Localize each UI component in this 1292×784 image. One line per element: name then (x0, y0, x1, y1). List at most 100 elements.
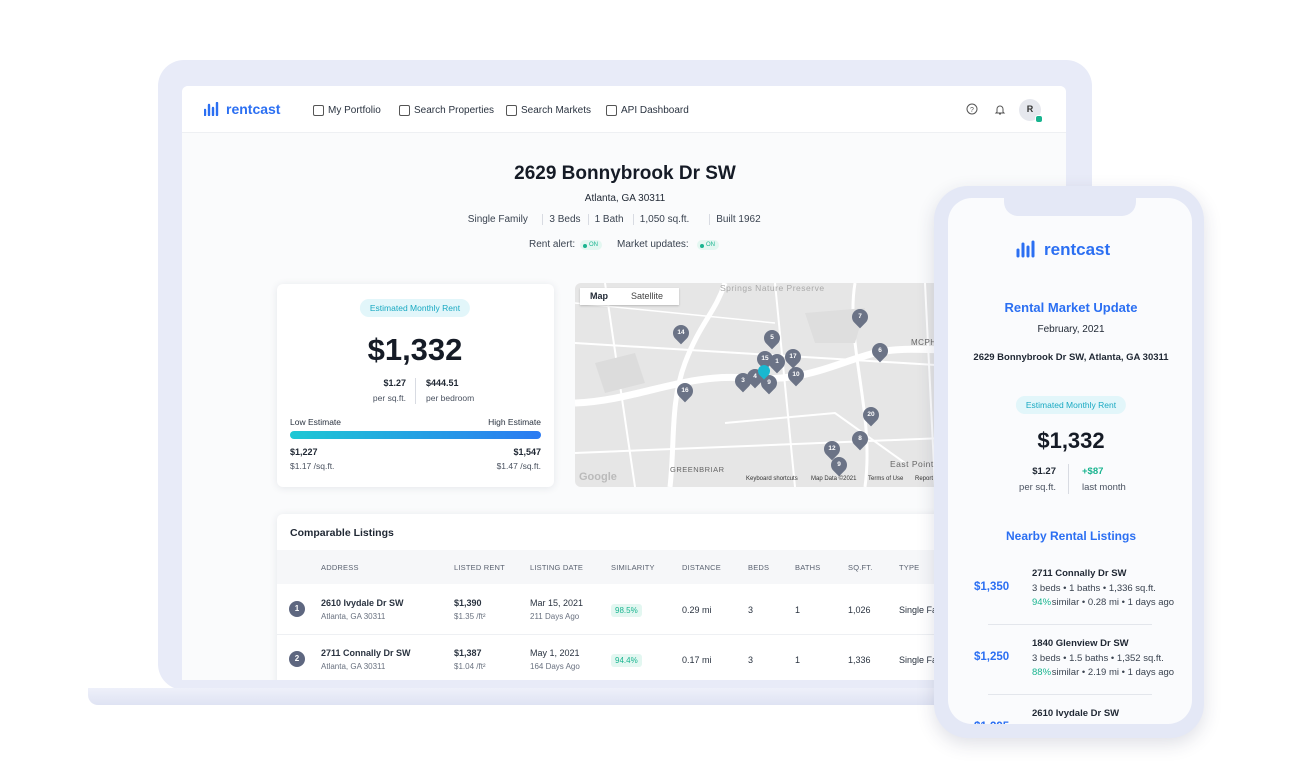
pin-label: 20 (867, 411, 875, 418)
listing-meta: similar • 2.19 mi • 1 days ago (1051, 667, 1175, 678)
address[interactable]: 2711 Connally Dr SW (321, 648, 411, 658)
divider (1068, 464, 1069, 494)
rent: $1,390 (454, 598, 482, 608)
city: Atlanta, GA 30311 (321, 662, 386, 671)
row-index: 2 (294, 654, 300, 663)
map-footer[interactable]: Report (915, 476, 934, 482)
estimate-value: $1,332 (367, 332, 463, 367)
satellite-tab[interactable]: Satellite (631, 291, 664, 301)
distance: 0.29 mi (682, 605, 712, 615)
brand-name[interactable]: rentcast (226, 101, 281, 117)
phone-badge: Estimated Monthly Rent (1015, 396, 1127, 414)
pin-label: 17 (789, 353, 797, 360)
pin-label: 14 (677, 329, 685, 336)
map-tab[interactable]: Map (590, 291, 608, 301)
column-header[interactable]: ADDRESS (321, 563, 359, 572)
city: Atlanta, GA 30311 (321, 612, 386, 621)
divider (415, 378, 416, 404)
fact: Single Family (467, 214, 528, 225)
column-header[interactable]: TYPE (899, 563, 920, 572)
type: Single Family (899, 655, 935, 665)
map-footer[interactable]: Terms of Use (868, 476, 904, 482)
column-header[interactable]: SIMILARITY (611, 563, 655, 572)
phone-address: 2629 Bonnybrook Dr SW, Atlanta, GA 30311 (973, 352, 1169, 363)
listing-address[interactable]: 1840 Glenview Dr SW (1032, 638, 1129, 649)
fact: 3 Beds (549, 214, 581, 225)
laptop-base (88, 688, 1168, 705)
per-bed: $444.51 (426, 378, 459, 388)
map-tabs (580, 288, 679, 305)
pin-label: 8 (858, 435, 862, 442)
days: 211 Days Ago (530, 612, 580, 621)
rent: $1,387 (454, 648, 482, 658)
column-header[interactable]: LISTED RENT (454, 563, 505, 572)
nav-icon (606, 105, 617, 116)
listing-address[interactable]: 2610 Ivydale Dr SW (1032, 708, 1120, 719)
avatar-initial: R (1026, 104, 1034, 114)
per-sqft-label: per sq.ft. (372, 393, 406, 403)
alert-status[interactable]: ON (697, 240, 719, 250)
column-header[interactable]: BATHS (795, 563, 821, 572)
nav-item[interactable]: Search Properties (414, 105, 495, 116)
nav-icon (399, 105, 410, 116)
estimate-badge: Estimated Monthly Rent (359, 299, 471, 317)
pin-label: 15 (761, 355, 769, 362)
comparables-title: Comparable Listings (290, 527, 394, 539)
listing-address[interactable]: 2711 Connally Dr SW (1032, 568, 1127, 579)
fact-divider (632, 214, 634, 225)
per-sqft: $1.27 (383, 378, 406, 388)
svg-text:?: ? (970, 107, 974, 114)
alert-status[interactable]: ON (580, 240, 602, 250)
nav-item[interactable]: Search Markets (521, 105, 592, 116)
row-index-bg (289, 601, 305, 617)
fact-divider (587, 214, 589, 225)
pin-label: 4 (753, 373, 757, 380)
rent-sqft: $1.35 /ft² (454, 612, 486, 621)
nav-item[interactable]: My Portfolio (328, 105, 381, 116)
listing-price: $1,250 (974, 651, 1010, 663)
phone-listings-title: Nearby Rental Listings (1005, 529, 1137, 543)
listing-similarity: 88% (1032, 667, 1052, 678)
listing-divider (988, 624, 1152, 625)
fact-divider (542, 214, 544, 225)
phone-notch (1004, 198, 1136, 216)
phone-change-label: last month (1082, 482, 1126, 493)
pin-label: 9 (767, 379, 771, 386)
listing-divider (988, 694, 1152, 695)
fact-divider (709, 214, 711, 225)
alert-label: Market updates: (617, 239, 689, 250)
row-index: 1 (294, 604, 300, 613)
column-header[interactable]: BEDS (748, 563, 770, 572)
column-header[interactable]: LISTING DATE (530, 563, 584, 572)
map-logo: Google (579, 471, 617, 483)
listing-similarity: 94% (1032, 597, 1052, 608)
phone-title: Rental Market Update (1004, 300, 1138, 315)
bell-icon[interactable] (994, 103, 1006, 115)
pin-label: 12 (828, 445, 836, 452)
property-city: Atlanta, GA 30311 (584, 193, 666, 204)
phone-change: +$87 (1082, 466, 1104, 477)
fact: 1,050 sq.ft. (639, 214, 690, 225)
pin-label: 16 (681, 387, 689, 394)
high-sqft: $1.47 /sq.ft. (496, 461, 541, 471)
pin-label: 7 (858, 313, 862, 320)
nav-bar (182, 86, 1066, 133)
pin-label: 3 (741, 377, 745, 384)
pin-label: 1 (775, 358, 779, 365)
pin-label: 10 (792, 371, 800, 378)
map-footer[interactable]: Map Data ©2021 (811, 476, 857, 482)
beds: 3 (748, 605, 754, 615)
baths: 1 (795, 655, 801, 665)
column-header[interactable]: SQ.FT. (848, 563, 873, 572)
map-footer[interactable]: Keyboard shortcuts (746, 476, 798, 482)
per-bed-label: per bedroom (426, 393, 475, 403)
column-header[interactable]: DISTANCE (682, 563, 721, 572)
phone-per-sqft: $1.27 (1032, 466, 1056, 477)
address[interactable]: 2610 Ivydale Dr SW (321, 598, 404, 608)
help-icon[interactable]: ? (966, 103, 978, 115)
nav-item[interactable]: API Dashboard (621, 105, 689, 116)
range-bar (290, 431, 541, 439)
sqft: 1,336 (848, 655, 871, 665)
map-place: Springs Nature Preserve (720, 283, 825, 293)
